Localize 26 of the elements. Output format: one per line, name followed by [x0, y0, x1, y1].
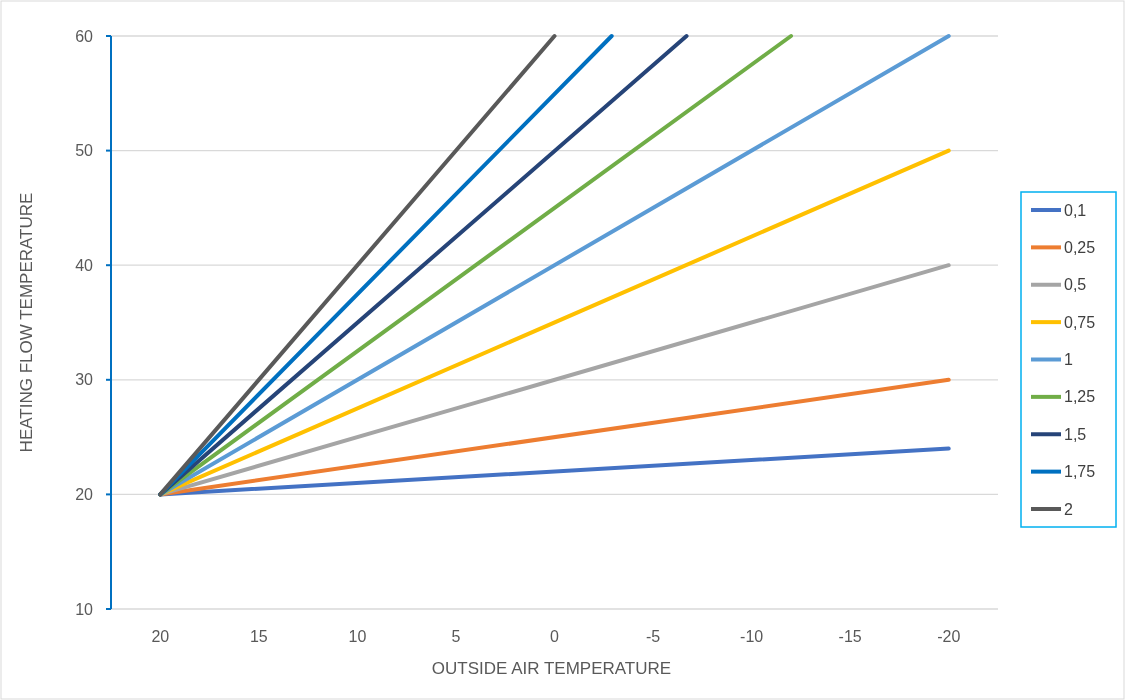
y-axis-title: HEATING FLOW TEMPERATURE — [17, 192, 36, 453]
y-tick-label: 40 — [75, 256, 94, 274]
x-tick-label: 20 — [151, 628, 170, 645]
y-tick-label: 60 — [75, 27, 94, 45]
x-tick-label: 10 — [348, 628, 367, 645]
y-tick-label: 50 — [75, 142, 94, 160]
x-tick-label: 5 — [451, 628, 461, 645]
x-tick-label: -20 — [937, 628, 961, 645]
legend-label: 1,5 — [1064, 425, 1087, 443]
x-axis-title: OUTSIDE AIR TEMPERATURE — [431, 659, 672, 678]
legend-label: 0,1 — [1064, 201, 1087, 219]
legend-label: 1,75 — [1064, 463, 1096, 481]
legend-label: 1 — [1064, 351, 1073, 369]
y-tick-label: 20 — [75, 486, 94, 503]
y-tick-label: 30 — [75, 371, 94, 389]
legend-label: 1,25 — [1064, 388, 1096, 406]
x-tick-label: -5 — [645, 628, 661, 645]
x-tick-label: 0 — [550, 628, 560, 645]
x-tick-label: -15 — [838, 628, 862, 645]
legend-label: 0,75 — [1064, 313, 1096, 331]
legend-label: 0,25 — [1064, 238, 1096, 256]
legend-label: 2 — [1064, 500, 1073, 518]
x-tick-label: -10 — [740, 628, 764, 645]
y-tick-label: 10 — [75, 600, 94, 618]
x-tick-label: 15 — [249, 628, 268, 645]
legend-label: 0,5 — [1064, 276, 1087, 294]
